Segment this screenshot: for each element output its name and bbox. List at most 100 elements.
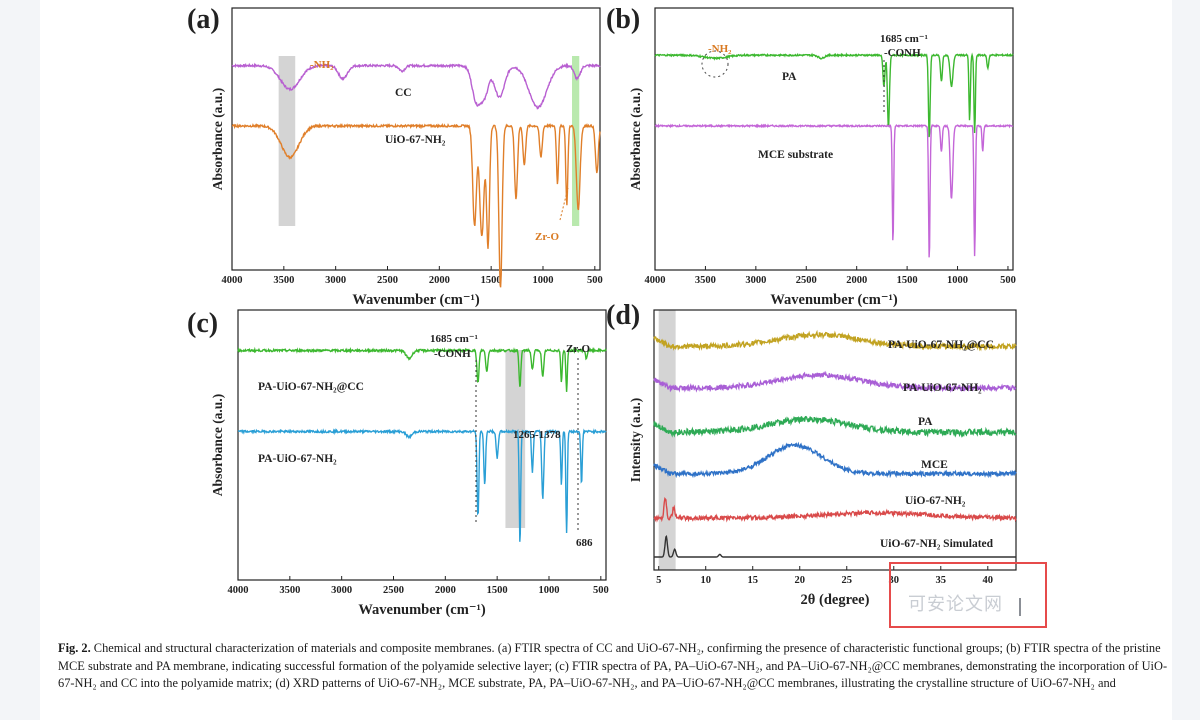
series-line: [653, 441, 1017, 479]
annotation: 1265-1378: [513, 429, 561, 441]
x-axis-label: 2θ (degree): [801, 592, 870, 608]
series-label: MCE: [921, 459, 948, 471]
annotation: -NH₂: [708, 43, 732, 55]
series-label: PA: [918, 416, 933, 428]
series-label: PA-UiO-67-NH₂@CC: [258, 381, 364, 393]
x-tick-label: 3500: [279, 585, 300, 596]
panel-label: (c): [187, 308, 218, 339]
text-cursor: [1019, 598, 1021, 616]
panel-d: 5 10 15 20 25 30 35 40 PA-UiO-67-NH₂@CC PA-UiO-67…: [606, 300, 1017, 608]
x-tick-label: 1500: [481, 275, 502, 286]
figure-caption: Fig. 2. Chemical and structural characte…: [58, 640, 1168, 693]
panel-b: 4000 3500 3000 2500 2000 1500 1000 500 PA MCE sub…: [606, 4, 1016, 308]
annotation: -CONH: [434, 348, 471, 360]
y-axis-label: Intensity (a.u.): [628, 398, 643, 482]
x-tick-label: 1000: [538, 585, 559, 596]
plot-frame: [231, 7, 601, 271]
band-1: [572, 56, 580, 226]
series-line: [237, 427, 607, 542]
annotation: -NH₂: [310, 59, 334, 71]
caption-text: Chemical and structural characterization…: [58, 641, 1168, 690]
x-axis-label: Wavenumber (cm⁻¹): [770, 292, 897, 308]
x-tick-label: 500: [1000, 275, 1016, 286]
series-label: PA-UiO-67-NH₂: [258, 453, 337, 465]
plot-frame: [237, 309, 607, 581]
series-line: [654, 535, 1016, 558]
series-line: [231, 62, 601, 110]
annotation: Zr-O: [566, 343, 590, 355]
figure: 4000 3500 3000 2500 2000 1500 1000 500 CC UiO-67-…: [187, 4, 1017, 618]
x-tick-label: 3000: [331, 585, 352, 596]
series-label: MCE substrate: [758, 149, 833, 161]
x-tick-label: 500: [593, 585, 609, 596]
series-line: [653, 415, 1017, 439]
x-tick-label: 4000: [228, 585, 249, 596]
x-axis-label: Wavenumber (cm⁻¹): [358, 602, 485, 618]
band-0: [658, 310, 676, 570]
series-line: [654, 52, 1014, 138]
annotation: 686: [576, 537, 593, 549]
x-tick-label: 4000: [222, 275, 243, 286]
x-axis-label: Wavenumber (cm⁻¹): [352, 292, 479, 308]
x-tick-label: 2000: [435, 585, 456, 596]
x-tick-label: 35: [936, 575, 947, 586]
panel-label: (a): [187, 4, 220, 35]
series-label: UiO-67-NH₂: [385, 134, 446, 146]
x-tick-label: 1500: [897, 275, 918, 286]
annotation-circle: [701, 50, 729, 78]
annotation: -CONH: [884, 47, 921, 59]
annotation-leader: [559, 187, 569, 221]
x-tick-label: 4000: [645, 275, 666, 286]
x-tick-label: 3000: [325, 275, 346, 286]
plot-frame: [653, 309, 1017, 571]
x-tick-label: 2500: [796, 275, 817, 286]
right-gutter: [1172, 0, 1200, 720]
x-tick-label: 3500: [695, 275, 716, 286]
annotation: 1685 cm⁻¹: [880, 33, 928, 45]
x-tick-label: 10: [700, 575, 711, 586]
caption-label: Fig. 2.: [58, 641, 91, 655]
y-axis-label: Absorbance (a.u.): [210, 88, 225, 190]
y-axis-label: Absorbance (a.u.): [628, 88, 643, 190]
panel-label: (b): [606, 4, 640, 35]
x-tick-label: 500: [587, 275, 603, 286]
series-line: [653, 329, 1017, 352]
x-tick-label: 2500: [377, 275, 398, 286]
band-0: [278, 56, 296, 226]
x-tick-label: 2000: [846, 275, 867, 286]
x-tick-label: 5: [656, 575, 661, 586]
series-line: [231, 122, 601, 288]
x-tick-label: 40: [983, 575, 994, 586]
series-line: [653, 496, 1017, 523]
x-tick-label: 2500: [383, 585, 404, 596]
y-axis-label: Absorbance (a.u.): [210, 394, 225, 496]
x-tick-label: 15: [747, 575, 758, 586]
plot-frame: [654, 7, 1014, 271]
left-gutter: [0, 0, 40, 720]
panel-a: 4000 3500 3000 2500 2000 1500 1000 500 CC UiO-67-…: [187, 4, 603, 308]
highlight-box: [889, 562, 1047, 628]
x-tick-label: 20: [794, 575, 805, 586]
series-label: PA-UiO-67-NH₂: [903, 382, 982, 394]
annotation: Zr-O: [535, 231, 559, 243]
x-tick-label: 3000: [745, 275, 766, 286]
series-label: PA: [782, 71, 797, 83]
series-label: CC: [395, 87, 412, 99]
x-tick-label: 30: [889, 575, 900, 586]
x-tick-label: 1000: [947, 275, 968, 286]
watermark: 可安论文网: [908, 594, 1003, 615]
x-tick-label: 1000: [532, 275, 553, 286]
series-line: [653, 370, 1017, 393]
annotation: 1685 cm⁻¹: [430, 333, 478, 345]
series-label: UiO-67-NH₂: [905, 495, 966, 507]
x-tick-label: 2000: [429, 275, 450, 286]
x-tick-label: 3500: [273, 275, 294, 286]
panel-c: 4000 3500 3000 2500 2000 1500 1000 500 PA-UiO-67…: [187, 308, 609, 618]
x-tick-label: 1500: [487, 585, 508, 596]
series-line: [237, 346, 607, 392]
panel-label: (d): [606, 300, 640, 331]
series-label: UiO-67-NH₂ Simulated: [880, 538, 994, 550]
series-line: [654, 123, 1014, 258]
series-label: PA-UiO-67-NH₂@CC: [888, 339, 994, 351]
x-tick-label: 25: [842, 575, 853, 586]
